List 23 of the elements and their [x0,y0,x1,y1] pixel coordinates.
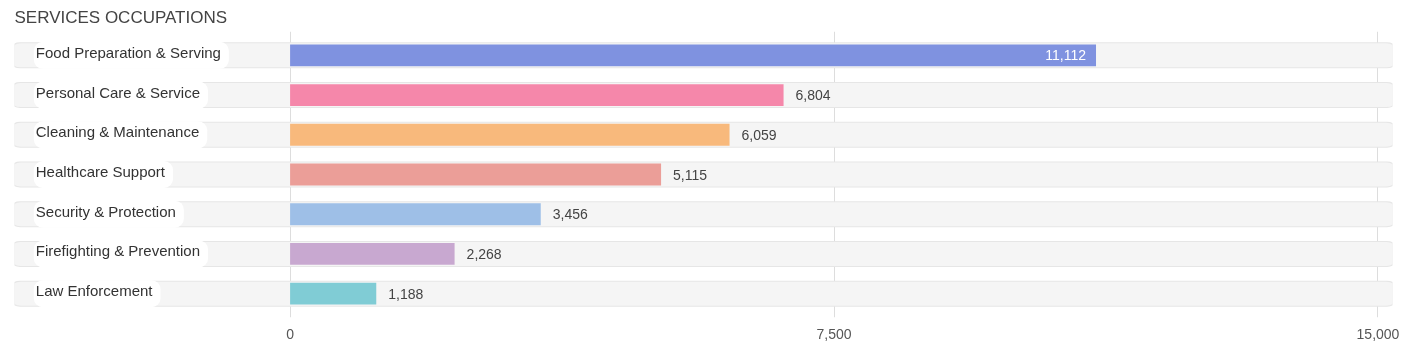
bar [290,123,730,146]
bar [290,282,377,305]
data-label: 3,456 [552,206,588,223]
chart-title: SERVICES OCCUPATIONS [14,7,228,27]
data-label: 6,804 [795,87,831,104]
bar [290,163,662,186]
x-tick-label: 0 [286,325,295,341]
y-tick-label: Law Enforcement [35,282,154,300]
y-tick-label: Cleaning & Maintenance [35,123,200,141]
x-tick-label: 7,500 [816,325,852,341]
y-tick-label: Personal Care & Service [35,83,201,101]
data-label: 5,115 [673,166,708,183]
y-tick-label: Security & Protection [35,202,176,220]
data-label: 1,188 [388,285,424,302]
data-label: 2,268 [466,245,502,262]
x-tick-label: 15,000 [1356,325,1400,341]
data-label: 6,059 [741,126,777,143]
bar [290,203,541,226]
y-tick-label: Food Preparation & Serving [35,43,221,61]
data-label: 11,112 [1045,47,1087,64]
bar [290,243,455,265]
y-tick-label: Healthcare Support [35,163,166,180]
y-tick-label: Firefighting & Prevention [35,242,201,260]
